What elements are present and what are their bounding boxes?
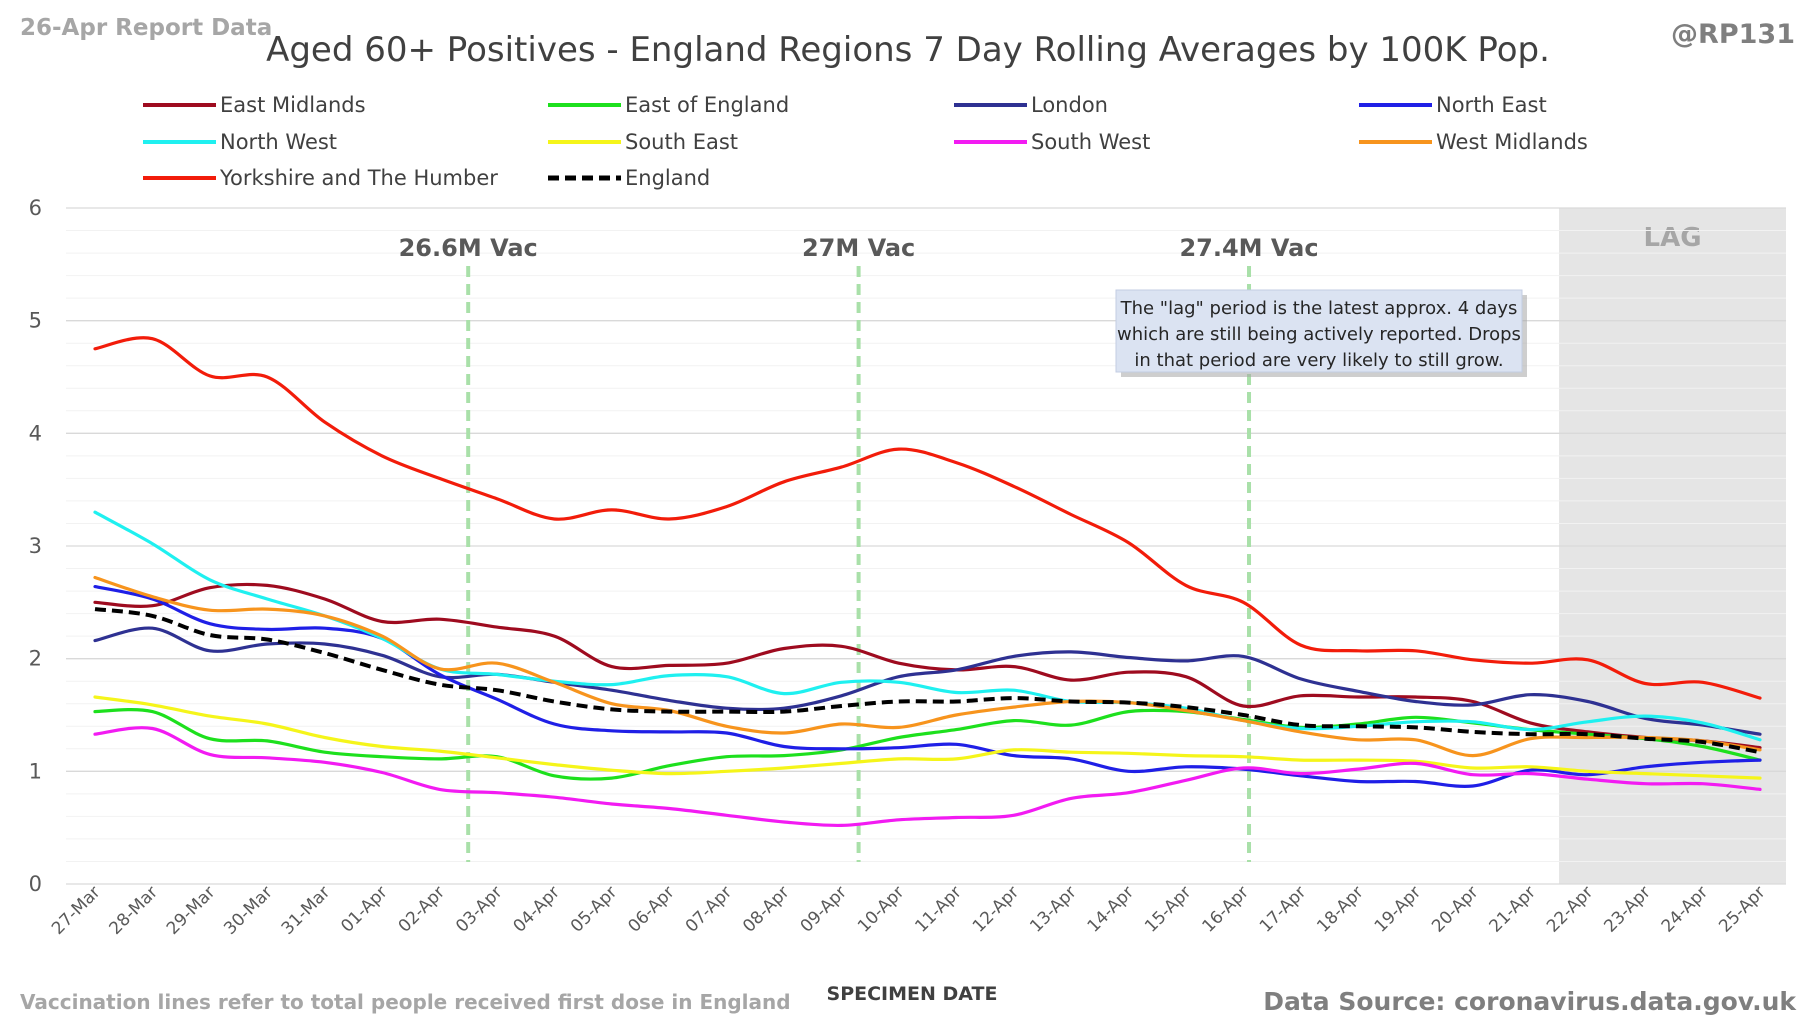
legend: East Midlands East of England London North … [143,93,1588,190]
legend-label: London [1031,93,1108,117]
legend-item: Yorkshire and The Humber [143,166,498,190]
series-line-yorkshire-and-the-humber [93,336,1762,700]
legend-label: South East [625,130,738,154]
grid-lines [66,207,1786,885]
legend-label: Yorkshire and The Humber [219,166,498,190]
vaccination-footnote: Vaccination lines refer to total people … [20,990,791,1014]
legend-item: South West [954,130,1150,154]
legend-item: South East [548,130,738,154]
y-tick-label: 3 [29,534,42,558]
legend-item: England [548,166,710,190]
note-line: in that period are very likely to still … [1134,350,1503,371]
legend-item: East of England [548,93,789,117]
note-line: The "lag" period is the latest approx. 4… [1120,298,1518,319]
y-axis-ticks: 0 1 2 3 4 5 6 [29,196,42,896]
data-series [93,336,1762,828]
series-line-south-west [93,726,1762,828]
vaccination-label: 27.4M Vac [1179,234,1318,262]
y-tick-label: 0 [29,872,42,896]
legend-label: England [625,166,710,190]
series-line-south-east [93,695,1762,780]
data-source: Data Source: coronavirus.data.gov.uk [1263,987,1797,1016]
note-box [1115,289,1523,373]
x-axis-label: SPECIMEN DATE [827,983,998,1005]
vaccination-label: 27M Vac [802,234,915,262]
legend-item: West Midlands [1359,130,1588,154]
legend-label: South West [1031,130,1150,154]
note-line: which are still being actively reported.… [1117,324,1521,345]
legend-item: London [954,93,1108,117]
legend-label: North West [220,130,337,154]
series-line-england [94,607,1761,755]
vaccination-label: 26.6M Vac [399,234,538,262]
y-tick-label: 2 [29,647,42,671]
report-label: 26-Apr Report Data [20,15,272,41]
legend-label: East Midlands [220,93,366,117]
y-tick-label: 4 [29,421,42,445]
legend-item: North West [143,130,337,154]
series-line-west-midlands [93,575,1762,758]
chart-title: Aged 60+ Positives - England Regions 7 D… [266,30,1550,70]
series-line-east-midlands [93,582,1762,750]
y-tick-label: 1 [29,759,42,783]
legend-label: East of England [625,93,789,117]
author-handle: @RP131 [1671,19,1795,50]
legend-item: North East [1359,93,1547,117]
legend-label: North East [1436,93,1547,117]
lag-label: LAG [1644,223,1702,253]
lag-note-box: The "lag" period is the latest approx. 4… [1115,289,1527,377]
series-line-north-west [93,510,1762,742]
legend-item: East Midlands [143,93,366,117]
legend-label: West Midlands [1436,130,1588,154]
y-tick-label: 6 [29,196,42,220]
series-line-london [93,626,1762,736]
y-tick-label: 5 [29,309,42,333]
